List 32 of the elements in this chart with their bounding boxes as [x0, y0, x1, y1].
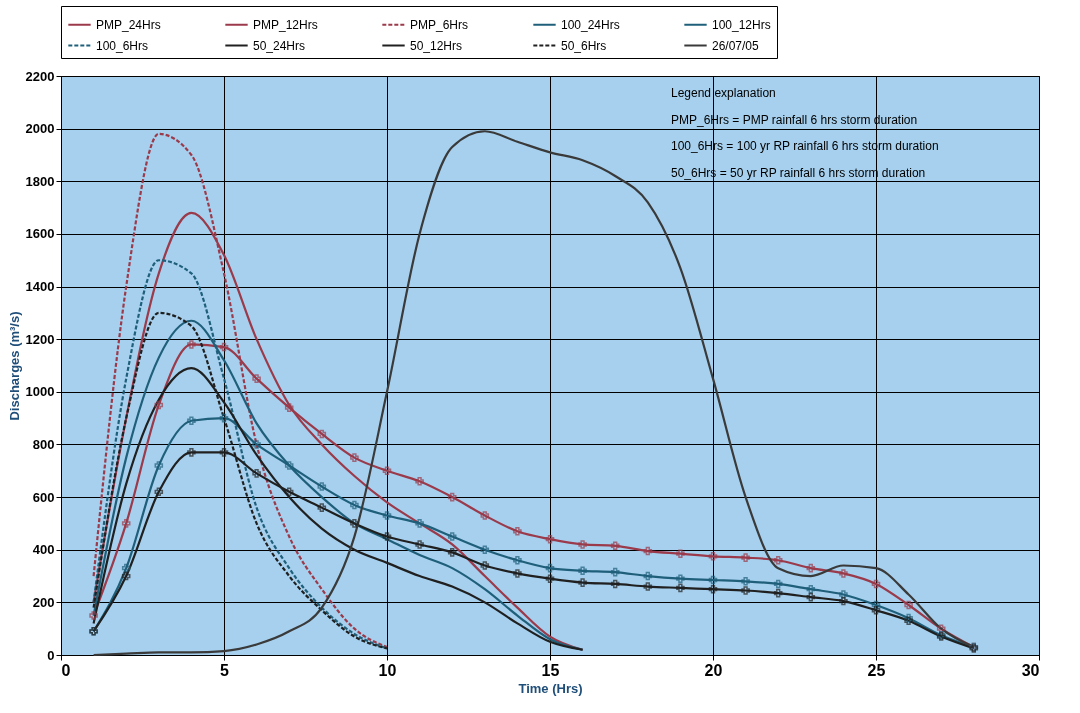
- x-axis-title: Time (Hrs): [518, 680, 583, 696]
- y-tick-label: 2200: [25, 68, 55, 84]
- x-tick-label: 15: [541, 661, 560, 679]
- legend-label: PMP_6Hrs: [410, 17, 469, 32]
- legend-label: 50_24Hrs: [253, 38, 306, 53]
- x-tick-label: 30: [1021, 661, 1040, 679]
- y-tick-label: 1400: [25, 279, 55, 295]
- y-tick-label: 200: [32, 594, 55, 610]
- legend-label: 100_12Hrs: [712, 17, 771, 32]
- y-axis-title: Discharges (m³/s): [6, 311, 22, 421]
- y-tick-label: 600: [32, 489, 55, 505]
- legend-label: 100_6Hrs: [96, 38, 149, 53]
- y-tick-label: 800: [32, 436, 55, 452]
- y-tick-label: 0: [47, 647, 55, 663]
- x-tick-label: 0: [61, 661, 71, 679]
- legend-label: 50_6Hrs: [561, 38, 607, 53]
- y-tick-label: 1200: [25, 331, 55, 347]
- legend-label: 100_24Hrs: [561, 17, 620, 32]
- legend-label: PMP_12Hrs: [253, 17, 318, 32]
- x-tick-label: 5: [220, 661, 230, 679]
- y-tick-label: 1000: [25, 384, 55, 400]
- legend-label: 26/07/05: [712, 38, 760, 53]
- y-tick-label: 2000: [25, 121, 55, 137]
- y-tick-label: 1600: [25, 226, 55, 242]
- y-tick-label: 1800: [25, 173, 55, 189]
- x-tick-label: 20: [704, 661, 723, 679]
- y-tick-label: 400: [32, 542, 55, 558]
- legend-label: PMP_24Hrs: [96, 17, 161, 32]
- x-tick-label: 10: [378, 661, 397, 679]
- annotation: Legend explanation: [671, 86, 776, 100]
- legend-label: 50_12Hrs: [410, 38, 463, 53]
- x-tick-label: 25: [867, 661, 886, 679]
